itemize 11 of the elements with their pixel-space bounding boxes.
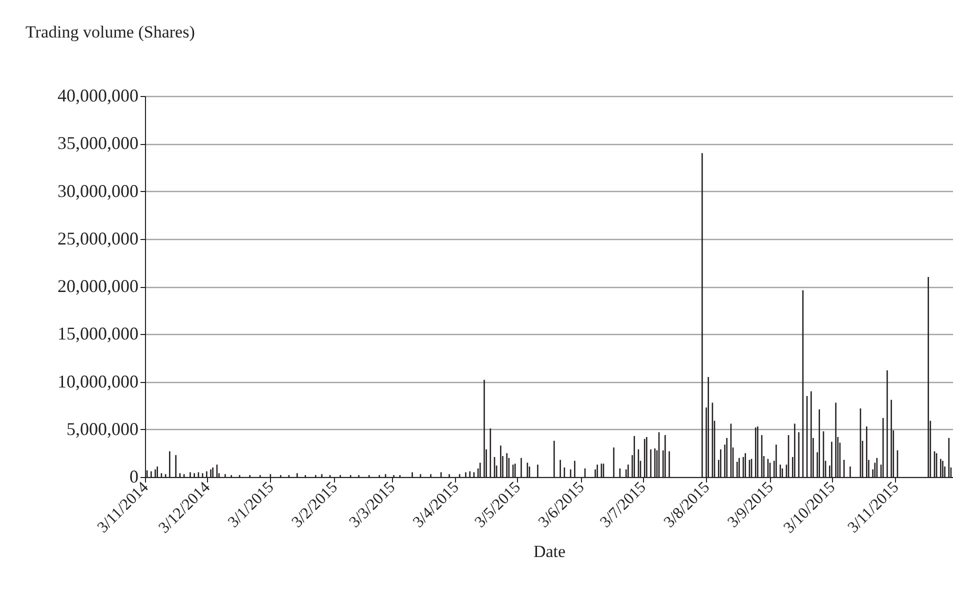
x-axis-title: Date [533,542,566,562]
y-axis-title: Trading volume (Shares) [26,22,195,42]
y-tick-label: 30,000,000 [58,180,138,201]
y-tick-label: 35,000,000 [58,133,138,154]
y-tick-label: 25,000,000 [58,228,138,248]
y-tick-label: 20,000,000 [58,276,138,296]
y-tick-label: 10,000,000 [58,371,138,392]
y-tick-label: 15,000,000 [58,324,138,344]
y-tick-label: 0 [130,466,138,486]
y-tick-label: 40,000,000 [58,86,138,106]
y-tick-label: 5,000,000 [66,418,138,439]
